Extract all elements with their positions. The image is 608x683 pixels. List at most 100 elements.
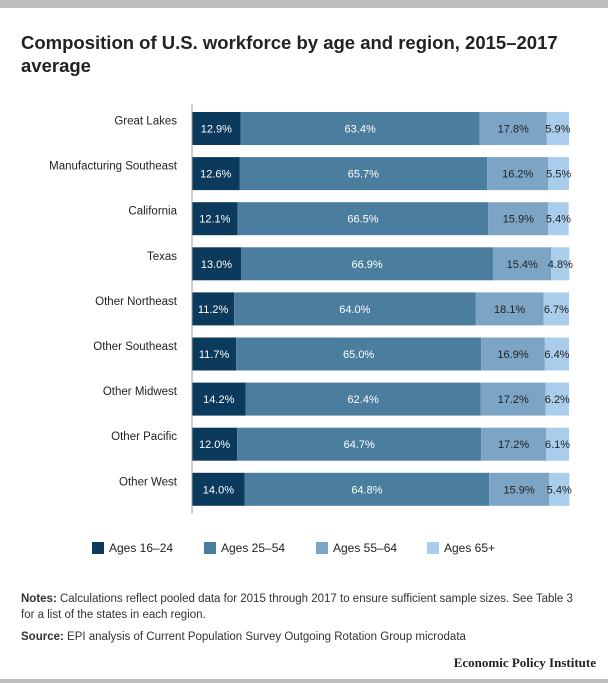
chart-title: Composition of U.S. workforce by age and… xyxy=(21,32,558,76)
data-label: 62.4% xyxy=(348,394,379,406)
legend-item: Ages 55–64 xyxy=(316,541,397,555)
bar-segment xyxy=(237,427,482,461)
legend-swatch xyxy=(92,542,104,554)
data-label: 65.7% xyxy=(348,169,379,181)
data-label: 14.0% xyxy=(203,484,234,496)
bar-segment xyxy=(548,202,569,236)
bar-segment xyxy=(237,202,489,236)
bar-segment xyxy=(192,202,238,236)
category-label-other-midwest: Other Midwest xyxy=(103,386,178,398)
legend-label: Ages 25–54 xyxy=(221,541,286,555)
data-label: 12.9% xyxy=(201,124,232,136)
bar-segment xyxy=(240,112,480,145)
source-text: Source: EPI analysis of Current Populati… xyxy=(21,629,581,645)
bar-segment xyxy=(192,337,237,371)
data-label: 5.5% xyxy=(546,169,571,181)
bar-segment xyxy=(192,292,235,326)
bar-segment xyxy=(192,382,246,416)
category-label-other-west: Other West xyxy=(119,476,178,488)
data-label: 64.8% xyxy=(351,484,382,496)
category-label-other-southeast: Other Southeast xyxy=(93,341,178,353)
legend-label: Ages 55–64 xyxy=(333,541,398,555)
data-label: 11.7% xyxy=(199,349,230,361)
legend-item: Ages 16–24 xyxy=(92,541,173,555)
data-label: 5.4% xyxy=(546,214,571,226)
data-label: 11.2% xyxy=(198,304,229,316)
data-label: 6.1% xyxy=(545,439,570,451)
bar-segment xyxy=(245,382,481,416)
data-label: 6.2% xyxy=(545,394,570,406)
data-label: 6.4% xyxy=(544,349,569,361)
bar-segment xyxy=(543,292,569,326)
bar-segment xyxy=(549,472,570,506)
data-label: 5.4% xyxy=(547,484,572,496)
top-frame-bar xyxy=(0,0,608,8)
source-body: EPI analysis of Current Population Surve… xyxy=(67,631,466,643)
data-label: 6.7% xyxy=(544,304,569,316)
bar-segment xyxy=(475,292,544,326)
data-label: 17.8% xyxy=(498,124,529,136)
data-label: 14.2% xyxy=(203,394,234,406)
notes-text: Notes: Calculations reflect pooled data … xyxy=(21,591,581,623)
legend-swatch xyxy=(427,542,439,554)
bar-segment xyxy=(548,157,569,191)
data-label: 15.9% xyxy=(503,484,534,496)
data-label: 12.6% xyxy=(200,169,231,181)
bar-segment xyxy=(488,202,549,236)
bar-segment xyxy=(192,157,240,191)
data-label: 12.1% xyxy=(199,214,230,226)
data-label: 5.9% xyxy=(545,124,570,136)
data-label: 66.5% xyxy=(347,214,378,226)
bar-segment xyxy=(234,292,476,326)
bottom-frame-bar xyxy=(0,679,608,683)
publisher-logo: Economic Policy Institute xyxy=(453,655,596,670)
bar-segment xyxy=(481,337,545,371)
bar-segment xyxy=(544,337,569,371)
data-label: 15.4% xyxy=(507,259,538,271)
data-label: 13.0% xyxy=(201,259,232,271)
data-label: 18.1% xyxy=(494,304,525,316)
legend-item: Ages 65+ xyxy=(427,541,495,555)
data-label: 12.0% xyxy=(199,439,230,451)
data-label: 65.0% xyxy=(343,349,374,361)
bar-segment xyxy=(236,337,482,371)
bar-segment xyxy=(545,382,569,416)
bar-segment xyxy=(487,157,549,191)
data-label: 16.2% xyxy=(502,169,533,181)
legend-label: Ages 16–24 xyxy=(109,541,174,555)
category-label-texas: Texas xyxy=(147,251,177,263)
category-label-manufacturing-southeast: Manufacturing Southeast xyxy=(49,161,178,173)
bar-segment xyxy=(551,247,570,281)
notes-body: Calculations reflect pooled data for 201… xyxy=(21,593,573,621)
data-label: 15.9% xyxy=(503,214,534,226)
category-label-other-pacific: Other Pacific xyxy=(111,431,177,443)
data-label: 63.4% xyxy=(345,124,376,136)
category-label-other-northeast: Other Northeast xyxy=(95,296,178,308)
source-label: Source: xyxy=(21,631,64,643)
bar-segment xyxy=(241,247,494,281)
bar-segment xyxy=(493,247,552,281)
category-label-california: California xyxy=(128,206,177,218)
bar-segment xyxy=(244,472,490,506)
legend-item: Ages 25–54 xyxy=(204,541,285,555)
data-label: 66.9% xyxy=(352,259,383,271)
legend-label: Ages 65+ xyxy=(444,541,496,555)
legend-swatch xyxy=(316,542,328,554)
bar-segment xyxy=(489,472,550,506)
bar-segment xyxy=(546,427,569,461)
bar-segment xyxy=(479,112,547,145)
bar-segment xyxy=(239,157,488,191)
bar-segment xyxy=(481,427,547,461)
bar-segment xyxy=(192,112,241,145)
bar-segment xyxy=(192,247,242,281)
data-label: 4.8% xyxy=(548,259,573,271)
bar-segment xyxy=(192,427,238,461)
data-label: 17.2% xyxy=(498,394,529,406)
stacked-bar-chart: Great Lakes 12.9% 63.4% 17.8% 5.9% Manufactur… xyxy=(49,104,573,514)
data-label: 17.2% xyxy=(498,439,529,451)
bar-segment xyxy=(546,112,569,145)
notes-label: Notes: xyxy=(21,593,57,605)
data-label: 64.7% xyxy=(344,439,375,451)
category-label-great-lakes: Great Lakes xyxy=(114,116,177,128)
data-label: 64.0% xyxy=(339,304,370,316)
